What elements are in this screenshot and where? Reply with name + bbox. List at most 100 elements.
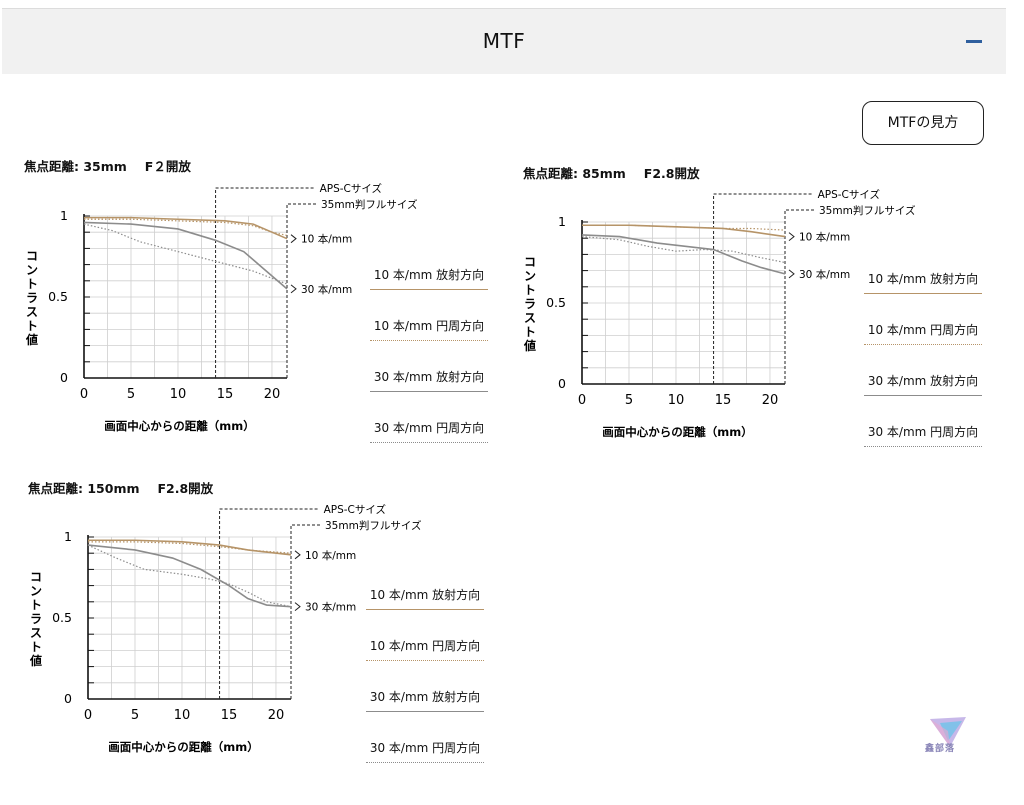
aps-c-boundary: [215, 187, 314, 378]
legend-label: 30 本/mm 円周方向: [867, 425, 979, 439]
y-tick-label: 0: [558, 376, 566, 391]
marker-arrow: [294, 550, 301, 560]
y-axis-label-char: ト: [30, 640, 42, 654]
legend-label: 30 本/mm 放射方向: [867, 374, 979, 388]
y-tick-label: 0.5: [48, 289, 68, 304]
y-axis-label-char: ス: [26, 305, 38, 319]
mtf-chart-35mm: 0 5 10 15 20 0 0.5 1 画面中心からの距離（mm） コントラスト値 APS-Cサイ…: [25, 182, 418, 433]
y-tick-label: 0: [60, 370, 68, 385]
collapse-minus-icon[interactable]: [966, 40, 982, 43]
grid: [581, 221, 785, 385]
paper-plane-logo-icon: [930, 717, 966, 747]
marker-10-label: 10 本/mm: [799, 231, 850, 244]
legend-label: 10 本/mm 放射方向: [369, 588, 481, 602]
x-tick-label: 20: [264, 387, 281, 402]
y-axis-label-char: ト: [26, 277, 38, 291]
x-axis-label: 画面中心からの距離（mm）: [108, 740, 258, 754]
legend-swatch: [864, 446, 982, 447]
mtf-chart-150mm: 0 5 10 15 20 0 0.5 1 画面中心からの距離（mm） コントラスト値 APS-Cサイ…: [29, 503, 422, 754]
legend-label: 30 本/mm 円周方向: [369, 741, 481, 755]
legend-item: 10 本/mm 放射方向: [370, 260, 488, 290]
aps-c-label: APS-Cサイズ: [320, 182, 383, 195]
aps-c-label: APS-Cサイズ: [324, 503, 387, 516]
full-frame-label: 35mm判フルサイズ: [321, 198, 418, 211]
focal-length-label: 焦点距離: 35mm: [24, 159, 127, 174]
x-tick-label: 0: [84, 708, 92, 723]
full-frame-boundary: [286, 203, 317, 378]
aperture-label: F２開放: [144, 159, 191, 174]
marker-10-label: 10 本/mm: [301, 233, 352, 246]
x-tick-label: 15: [221, 708, 238, 723]
watermark-text: 鑫部落: [925, 744, 956, 754]
y-axis-label-char: 値: [25, 332, 38, 347]
series-line: [87, 544, 292, 608]
marker-arrow: [294, 602, 301, 612]
legend-swatch: [370, 442, 488, 443]
legend-item: 10 本/mm 円周方向: [366, 631, 484, 661]
x-tick-label: 0: [578, 393, 586, 408]
focal-length-label: 焦点距離: 85mm: [523, 166, 626, 181]
legend-swatch: [366, 711, 484, 712]
y-axis-label-char: ラ: [26, 291, 38, 305]
x-tick-label: 10: [668, 393, 685, 408]
legend-label: 10 本/mm 円周方向: [373, 319, 485, 333]
mtf-chart-85mm: 0 5 10 15 20 0 0.5 1 画面中心からの距離（mm） コントラスト値 APS-Cサイ…: [523, 188, 916, 439]
y-axis-label-char: ン: [26, 263, 38, 277]
legend-swatch: [370, 289, 488, 290]
x-tick-label: 5: [127, 387, 135, 402]
legend-label: 10 本/mm 放射方向: [867, 272, 979, 286]
mtf-section-header[interactable]: MTF: [2, 8, 1006, 74]
marker-arrow: [788, 232, 795, 241]
chart-title: 焦点距離: 150mm F2.8開放: [28, 478, 231, 497]
legend-label: 30 本/mm 円周方向: [373, 421, 485, 435]
marker-arrow: [788, 269, 795, 279]
legend-swatch: [370, 340, 488, 341]
y-axis-label-char: コ: [26, 249, 38, 263]
aperture-label: F2.8開放: [643, 166, 700, 181]
mtf-howto-button[interactable]: MTFの見方: [862, 101, 984, 145]
legend-swatch: [370, 391, 488, 392]
y-tick-label: 1: [558, 214, 566, 229]
series-line: [83, 221, 288, 290]
legend-item: 30 本/mm 円周方向: [370, 413, 488, 443]
y-axis-label-char: コ: [30, 570, 42, 584]
aperture-label: F2.8開放: [157, 481, 214, 496]
legend-item: 30 本/mm 放射方向: [366, 682, 484, 712]
legend-label: 30 本/mm 放射方向: [373, 370, 485, 384]
y-tick-label: 0: [64, 691, 72, 706]
marker-10-label: 10 本/mm: [305, 549, 356, 562]
legend-swatch: [366, 660, 484, 661]
y-axis-label-char: ン: [30, 584, 42, 598]
legend-item: 10 本/mm 円周方向: [864, 315, 982, 345]
series-line: [582, 224, 786, 231]
full-frame-label: 35mm判フルサイズ: [325, 519, 422, 532]
chart-title: 焦点距離: 85mm F2.8開放: [523, 163, 717, 182]
full-frame-label: 35mm判フルサイズ: [819, 204, 916, 217]
y-axis-label-char: ラ: [524, 297, 536, 311]
series-line: [88, 541, 292, 554]
x-tick-label: 5: [625, 393, 633, 408]
legend-item: 10 本/mm 円周方向: [370, 311, 488, 341]
legend-swatch: [864, 395, 982, 396]
marker-30-label: 30 本/mm: [799, 268, 850, 281]
legend-label: 10 本/mm 放射方向: [373, 268, 485, 282]
y-tick-label: 1: [64, 529, 72, 544]
y-axis-label-char: コ: [524, 255, 536, 269]
y-axis-label-char: ト: [524, 325, 536, 339]
y-axis-label: コントラスト値: [25, 249, 38, 347]
y-tick-label: 1: [60, 208, 68, 223]
y-tick-label: 0.5: [52, 610, 72, 625]
legend-item: 30 本/mm 円周方向: [864, 417, 982, 447]
y-axis-label-char: ト: [26, 319, 38, 333]
x-axis-label: 画面中心からの距離（mm）: [104, 419, 254, 433]
x-tick-label: 15: [715, 393, 732, 408]
marker-arrow: [290, 234, 297, 244]
aps-c-boundary: [713, 193, 812, 384]
y-axis-label-char: 値: [523, 338, 536, 353]
focal-length-label: 焦点距離: 150mm: [28, 481, 140, 496]
x-tick-label: 5: [131, 708, 139, 723]
legend-swatch: [366, 762, 484, 763]
marker-arrow: [290, 284, 297, 294]
y-axis-label-char: ン: [524, 269, 536, 283]
legend-item: 30 本/mm 放射方向: [864, 366, 982, 396]
